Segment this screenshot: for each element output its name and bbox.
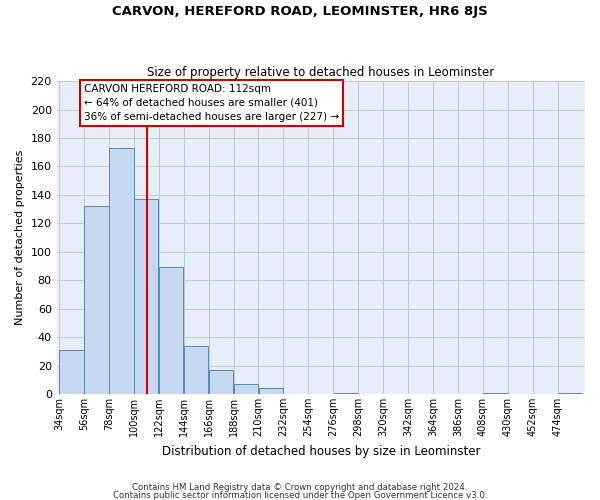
Bar	[483, 392, 508, 394]
Bar	[109, 148, 134, 394]
Bar	[259, 388, 283, 394]
Bar	[234, 384, 258, 394]
Text: CARVON HEREFORD ROAD: 112sqm
← 64% of detached houses are smaller (401)
36% of s: CARVON HEREFORD ROAD: 112sqm ← 64% of de…	[84, 84, 339, 122]
Text: Contains HM Land Registry data © Crown copyright and database right 2024.: Contains HM Land Registry data © Crown c…	[132, 484, 468, 492]
Title: Size of property relative to detached houses in Leominster: Size of property relative to detached ho…	[147, 66, 494, 78]
Bar	[59, 350, 83, 394]
X-axis label: Distribution of detached houses by size in Leominster: Distribution of detached houses by size …	[161, 444, 480, 458]
Y-axis label: Number of detached properties: Number of detached properties	[15, 150, 25, 325]
Text: CARVON, HEREFORD ROAD, LEOMINSTER, HR6 8JS: CARVON, HEREFORD ROAD, LEOMINSTER, HR6 8…	[112, 5, 488, 18]
Bar	[159, 268, 184, 394]
Bar	[334, 392, 358, 394]
Bar	[558, 392, 583, 394]
Bar	[184, 346, 208, 394]
Bar	[134, 199, 158, 394]
Bar	[209, 370, 233, 394]
Text: Contains public sector information licensed under the Open Government Licence v3: Contains public sector information licen…	[113, 490, 487, 500]
Bar	[84, 206, 109, 394]
